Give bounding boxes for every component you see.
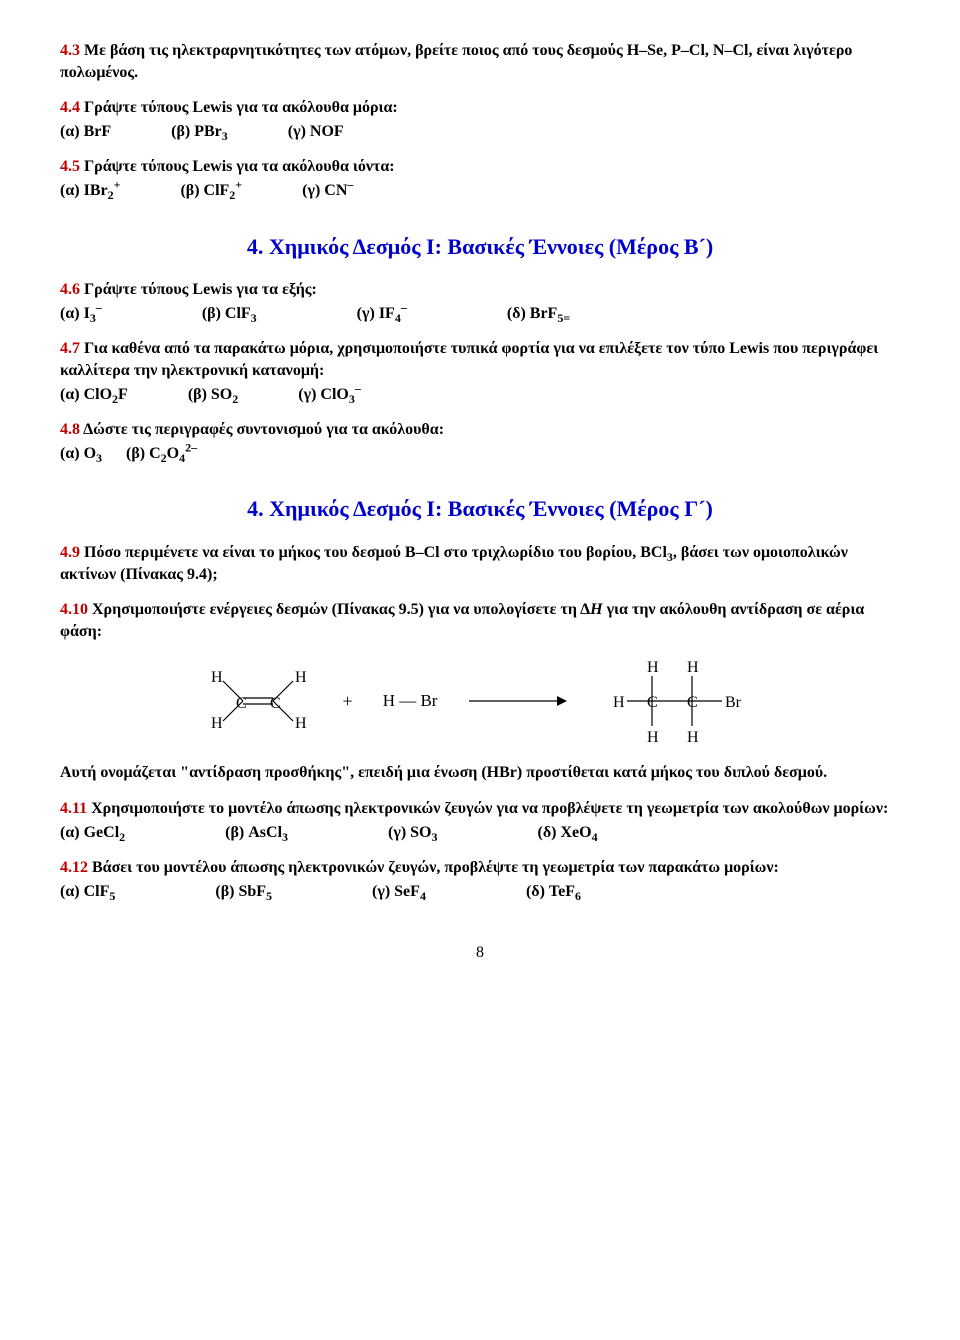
qnum: 4.9 <box>60 544 80 561</box>
qnum: 4.10 <box>60 601 88 618</box>
opt-c: (γ) NOF <box>288 121 344 143</box>
opt-c: (γ) IF4– <box>357 303 407 325</box>
opt-c: (γ) SO3 <box>388 822 437 844</box>
bromoethane-structure: C C H Br H H H H <box>597 656 757 746</box>
qtext: Γράψτε τύπους Lewis για τα εξής: <box>80 281 317 298</box>
delta-h: H <box>590 601 602 618</box>
arrow-icon <box>467 691 567 711</box>
qnum: 4.4 <box>60 99 80 116</box>
question-4-6: 4.6 Γράψτε τύπους Lewis για τα εξής: (α)… <box>60 279 900 324</box>
svg-text:Br: Br <box>725 694 742 711</box>
question-4-9: 4.9 Πόσο περιμένετε να είναι το μήκος το… <box>60 542 900 585</box>
qtext: Για καθένα από τα παρακάτω μόρια, χρησιμ… <box>60 340 878 379</box>
section-heading-b: 4. Χημικός Δεσμός Ι: Βασικές Έννοιες (Μέ… <box>60 232 900 262</box>
question-4-12: 4.12 Βάσει του μοντέλου άπωσης ηλεκτρονι… <box>60 857 900 902</box>
qnum: 4.11 <box>60 800 87 817</box>
qnum: 4.3 <box>60 42 80 59</box>
svg-text:H: H <box>687 659 699 676</box>
qnum: 4.7 <box>60 340 80 357</box>
qtext: Βάσει του μοντέλου άπωσης ηλεκτρονικών ζ… <box>88 859 779 876</box>
question-4-4: 4.4 Γράψτε τύπους Lewis για τα ακόλουθα … <box>60 97 900 142</box>
options: (α) I3– (β) ClF3 (γ) IF4– (δ) BrF5= <box>60 303 900 325</box>
opt-b: (β) SO2 <box>188 384 238 406</box>
qnum: 4.12 <box>60 859 88 876</box>
opt-b: (β) ClF2+ <box>180 180 242 202</box>
opt-a: (α) O3 <box>60 443 102 465</box>
qtext-a: Πόσο περιμένετε να είναι το μήκος του δε… <box>80 544 667 561</box>
qtext: Χρησιμοποιήστε το μοντέλο άπωσης ηλεκτρο… <box>87 800 888 817</box>
hbr: H — Br <box>383 690 438 713</box>
qline: 4.7 Για καθένα από τα παρακάτω μόρια, χρ… <box>60 338 900 381</box>
svg-text:C: C <box>270 695 281 712</box>
question-4-5: 4.5 Γράψτε τύπους Lewis για τα ακόλουθα … <box>60 156 900 201</box>
svg-text:C: C <box>687 694 698 711</box>
qnum: 4.6 <box>60 281 80 298</box>
svg-text:C: C <box>647 694 658 711</box>
options: (α) O3 (β) C2O42– <box>60 443 900 465</box>
question-4-10: 4.10 Χρησιμοποιήστε ενέργειες δεσμών (Πί… <box>60 599 900 642</box>
qtext: Γράψτε τύπους Lewis για τα ακόλουθα μόρι… <box>80 99 398 116</box>
svg-text:H: H <box>647 729 659 746</box>
qnum: 4.5 <box>60 158 80 175</box>
svg-text:H: H <box>295 669 307 686</box>
svg-text:H: H <box>211 715 223 732</box>
opt-c: (γ) CN– <box>302 180 353 202</box>
qline: 4.12 Βάσει του μοντέλου άπωσης ηλεκτρονι… <box>60 857 900 879</box>
options: (α) BrF (β) PBr3 (γ) NOF <box>60 121 900 143</box>
options: (α) IBr2+ (β) ClF2+ (γ) CN– <box>60 180 900 202</box>
opt-c: (γ) ClO3– <box>298 384 361 406</box>
qline: 4.4 Γράψτε τύπους Lewis για τα ακόλουθα … <box>60 97 900 119</box>
qtext: Δώστε τις περιγραφές συντονισμού για τα … <box>80 421 444 438</box>
options: (α) ClO2F (β) SO2 (γ) ClO3– <box>60 384 900 406</box>
reaction-scheme: C C H H H H + H — Br C C H Br H H <box>60 656 900 746</box>
q410-after: Αυτή ονομάζεται "αντίδραση προσθήκης", ε… <box>60 762 900 784</box>
question-4-7: 4.7 Για καθένα από τα παρακάτω μόρια, χρ… <box>60 338 900 405</box>
opt-a: (α) I3– <box>60 303 102 325</box>
qtext: Με βάση τις ηλεκτραρνητικότητες των ατόμ… <box>60 42 852 81</box>
opt-c: (γ) SeF4 <box>372 881 426 903</box>
qnum: 4.8 <box>60 421 80 438</box>
opt-a: (α) ClO2F <box>60 384 128 406</box>
question-4-8: 4.8 Δώστε τις περιγραφές συντονισμού για… <box>60 419 900 464</box>
svg-text:C: C <box>236 695 247 712</box>
qline: 4.6 Γράψτε τύπους Lewis για τα εξής: <box>60 279 900 301</box>
page-number: 8 <box>60 942 900 964</box>
opt-b: (β) SbF5 <box>215 881 272 903</box>
opt-a: (α) IBr2+ <box>60 180 120 202</box>
qtext-a: Χρησιμοποιήστε ενέργειες δεσμών (Πίνακας… <box>88 601 590 618</box>
question-4-3: 4.3 Με βάση τις ηλεκτραρνητικότητες των … <box>60 40 900 83</box>
qline: 4.5 Γράψτε τύπους Lewis για τα ακόλουθα … <box>60 156 900 178</box>
qtext: Γράψτε τύπους Lewis για τα ακόλουθα ιόντ… <box>80 158 395 175</box>
section-heading-c: 4. Χημικός Δεσμός Ι: Βασικές Έννοιες (Μέ… <box>60 494 900 524</box>
ethylene-structure: C C H H H H <box>203 666 313 736</box>
options: (α) ClF5 (β) SbF5 (γ) SeF4 (δ) TeF6 <box>60 881 900 903</box>
opt-b: (β) C2O42– <box>126 443 197 465</box>
svg-text:H: H <box>211 669 223 686</box>
qline: 4.8 Δώστε τις περιγραφές συντονισμού για… <box>60 419 900 441</box>
qline: 4.11 Χρησιμοποιήστε το μοντέλο άπωσης ηλ… <box>60 798 900 820</box>
opt-a: (α) ClF5 <box>60 881 115 903</box>
svg-text:H: H <box>295 715 307 732</box>
opt-a: (α) BrF <box>60 121 111 143</box>
svg-text:H: H <box>647 659 659 676</box>
opt-b: (β) PBr3 <box>171 121 228 143</box>
opt-d: (δ) BrF5= <box>507 303 570 325</box>
question-4-11: 4.11 Χρησιμοποιήστε το μοντέλο άπωσης ηλ… <box>60 798 900 843</box>
svg-text:H: H <box>613 694 625 711</box>
opt-d: (δ) TeF6 <box>526 881 581 903</box>
opt-b: (β) ClF3 <box>202 303 257 325</box>
options: (α) GeCl2 (β) AsCl3 (γ) SO3 (δ) XeO4 <box>60 822 900 844</box>
svg-text:H: H <box>687 729 699 746</box>
opt-d: (δ) XeO4 <box>538 822 598 844</box>
opt-a: (α) GeCl2 <box>60 822 125 844</box>
opt-b: (β) AsCl3 <box>225 822 288 844</box>
plus-sign: + <box>343 689 353 713</box>
